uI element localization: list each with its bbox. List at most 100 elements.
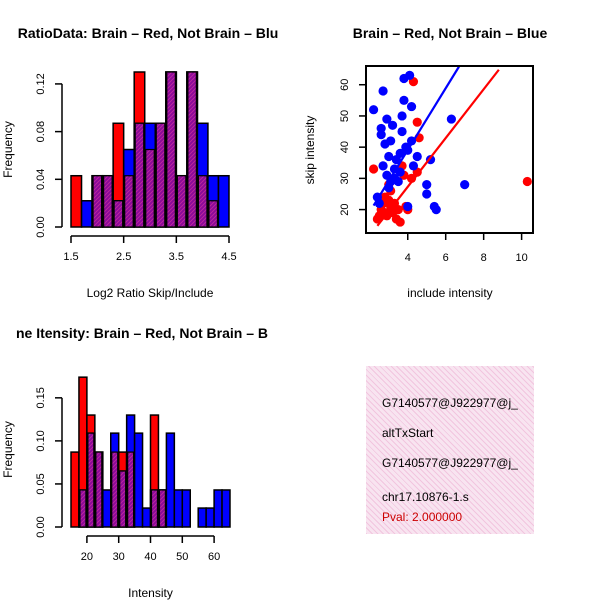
x-tick-label: 20 [81,551,93,563]
histogram-bar-overlap [166,71,176,228]
info-panel: G7140577@J922977@j_ altTxStart G7140577@… [366,366,534,534]
x-tick-label: 10 [515,252,527,264]
x-tick-label: 60 [208,551,220,563]
y-tick-label: 0.00 [35,516,47,537]
x-tick-label: 4.5 [221,251,236,263]
scatter-point-blue [399,95,409,105]
scatter-point-blue [460,180,470,190]
y-tick-label: 50 [339,110,351,122]
info-line-location: chr17.10876-1.s [382,490,469,504]
scatter-point-blue [422,189,432,199]
scatter-point-blue [378,161,388,171]
x-tick-label: 4 [405,252,411,264]
y-axis-label: Frequency [1,421,15,478]
histogram-bar-blue [141,507,152,528]
x-tick-label: 40 [144,551,156,563]
y-tick-label: 0.10 [35,430,47,451]
info-line-event-id: G7140577@J922977@j_ [382,396,518,410]
scatter-point-blue [395,167,405,177]
scatter-point-blue [403,201,413,212]
histogram-bar-blue [217,174,230,228]
histogram-bar-red [70,451,80,528]
histogram-bar-overlap [124,175,134,228]
x-tick-label: 8 [481,252,487,264]
scatter-point-blue [431,204,441,215]
scatter-point-blue [395,148,405,159]
histogram-bar-overlap [150,489,159,528]
scatter-point-blue [405,70,415,80]
histogram-bar-overlap [197,175,208,228]
histogram-bar-blue [80,200,93,228]
scatter-point-blue [406,101,417,112]
y-tick-label: 0.08 [35,121,47,142]
histogram-bar-overlap [119,470,127,528]
scatter-point-blue [387,120,398,130]
y-tick-label: 0.00 [35,216,47,237]
histogram-bar-overlap [158,489,166,528]
scatter-point-red [368,164,379,174]
scatter-point-blue [397,126,407,137]
histogram-bar-overlap [145,148,155,228]
y-axis-label: skip intensity [303,116,317,185]
histogram-bar-overlap [208,200,219,228]
scatter-point-blue [446,114,456,124]
histogram-bar-blue [197,507,207,528]
fit-line-red [376,69,500,227]
scatter-point-blue [393,176,403,187]
scatter-point-blue [378,86,388,96]
histogram-bar-blue [181,489,192,528]
x-axis-label: Intensity [128,586,173,600]
histogram-bar-blue [133,432,144,528]
scatter-point-blue [368,105,379,115]
histogram-bar-overlap [79,489,87,528]
y-tick-label: 40 [339,141,351,153]
y-axis-label: Frequency [1,121,15,178]
histogram-bar-overlap [134,122,145,228]
scatter-point-blue [412,151,422,162]
scatter-point-blue [382,114,392,124]
chart-title: Brain – Red, Not Brain – Blue [353,25,548,41]
y-tick-label: 0.12 [35,73,47,94]
histogram-bar-blue [221,489,231,528]
histogram-bar-blue [165,432,176,528]
x-tick-label: 6 [443,252,449,264]
histogram-bar-overlap [111,451,119,528]
scatter-point-blue [408,161,419,171]
histogram-bar-overlap [102,175,113,228]
histogram-bar-overlap [127,451,135,528]
scatter-point-blue [386,136,396,146]
scatter-point-blue [397,111,407,121]
scatter-point-red [393,204,403,215]
info-line-event-id-2: G7140577@J922977@j_ [382,456,518,470]
histogram-bar-overlap [113,200,124,228]
scatter-point-blue [376,130,386,140]
x-tick-label: 3.5 [169,251,184,263]
y-tick-label: 20 [339,203,351,215]
histogram-bar-overlap [176,175,187,228]
x-axis-label: Log2 Ratio Skip/Include [87,286,214,300]
scatter-point-blue [384,151,394,162]
y-tick-label: 0.05 [35,473,47,494]
histogram-bar-overlap [95,451,103,528]
y-tick-label: 30 [339,172,351,184]
scatter-point-red [412,117,422,127]
histogram-bar-overlap [187,71,198,228]
info-pval: Pval: 2.000000 [382,510,463,524]
x-tick-label: 50 [176,551,188,563]
histogram-bar-blue [173,489,184,528]
info-line-event-type: altTxStart [382,426,434,440]
x-axis-label: include intensity [407,286,492,300]
histogram-bar-overlap [92,175,103,228]
x-tick-label: 2.5 [116,251,131,263]
scatter-point-red [522,176,532,187]
x-tick-label: 1.5 [63,251,78,263]
histogram-bar-red [70,174,83,228]
scatter-point-red [395,217,405,227]
histogram-bar-overlap [87,432,95,528]
histogram-bar-blue [102,489,112,528]
histogram-bar-overlap [155,122,166,228]
scatter-frame [365,65,534,234]
x-tick-label: 30 [113,551,125,563]
y-tick-label: 0.15 [35,387,47,408]
